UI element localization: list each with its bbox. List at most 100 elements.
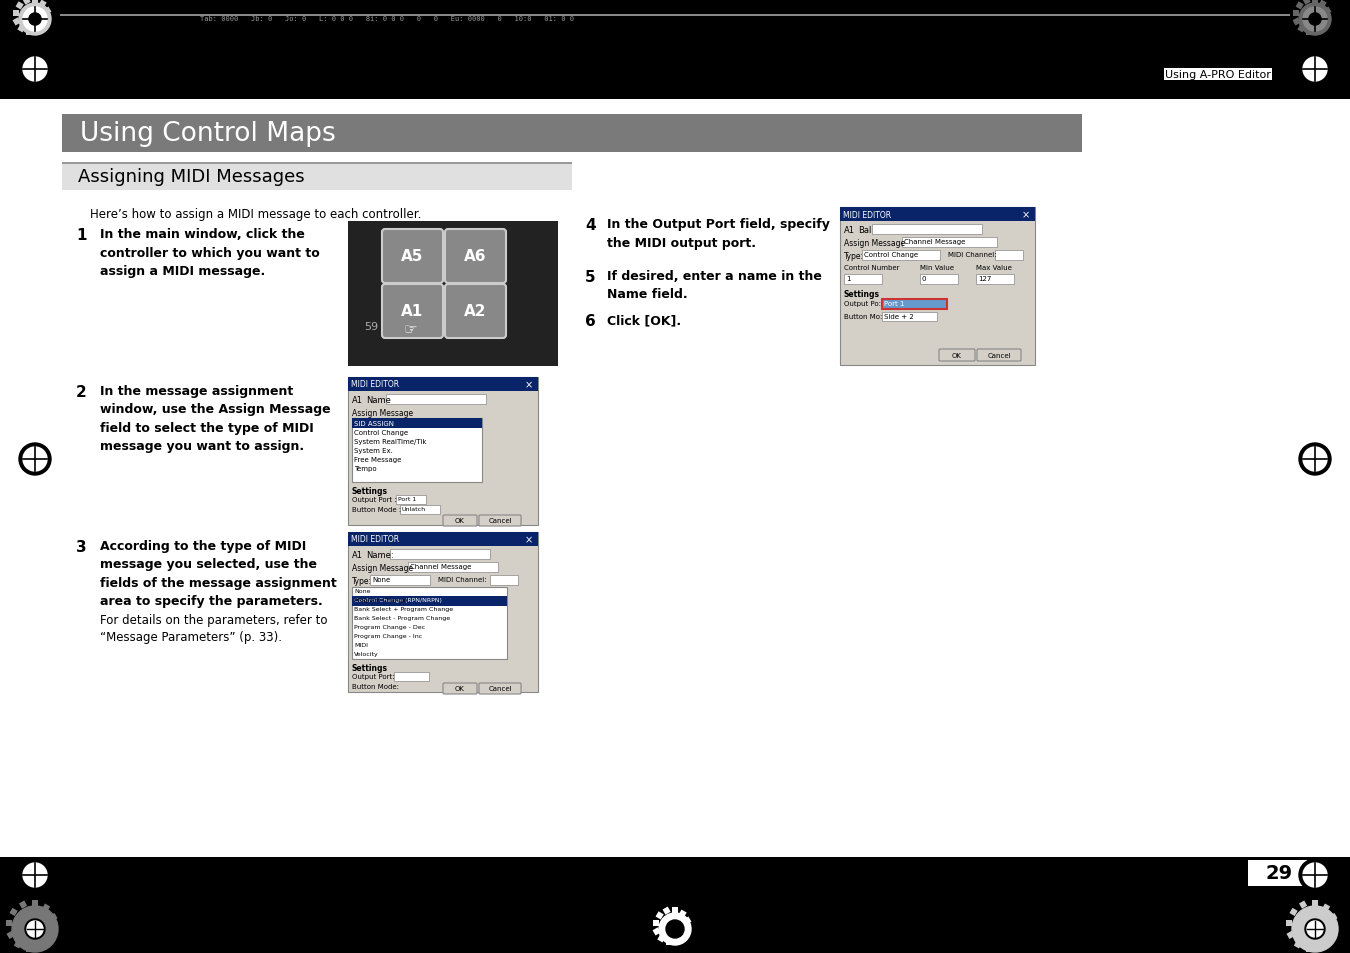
Text: Channel Message: Channel Message xyxy=(410,563,471,569)
Text: Control Number: Control Number xyxy=(844,265,899,271)
Bar xyxy=(652,927,660,936)
Text: ×: × xyxy=(525,535,533,544)
Bar xyxy=(348,533,539,692)
Circle shape xyxy=(23,58,47,82)
Circle shape xyxy=(1310,14,1322,26)
Bar xyxy=(976,274,1014,285)
Bar xyxy=(370,576,431,585)
Text: Max Value: Max Value xyxy=(976,265,1012,271)
Bar xyxy=(0,857,1350,953)
Circle shape xyxy=(23,8,47,32)
Circle shape xyxy=(1295,0,1336,41)
Text: A1: A1 xyxy=(401,304,424,319)
Bar xyxy=(400,505,440,515)
Bar xyxy=(840,208,1035,366)
Bar xyxy=(1296,2,1304,10)
Circle shape xyxy=(19,859,51,891)
Text: A1: A1 xyxy=(352,551,363,559)
Circle shape xyxy=(23,448,47,472)
Circle shape xyxy=(1307,921,1324,938)
Text: In the Output Port field, specify
the MIDI output port.: In the Output Port field, specify the MI… xyxy=(608,218,830,250)
Text: MIDI EDITOR: MIDI EDITOR xyxy=(351,380,400,389)
Text: Type:: Type: xyxy=(352,577,373,585)
Bar xyxy=(36,943,45,951)
Text: According to the type of MIDI
message you selected, use the
fields of the messag: According to the type of MIDI message yo… xyxy=(100,539,336,608)
Text: System RealTime/Tik: System RealTime/Tik xyxy=(354,438,427,444)
Bar xyxy=(1297,25,1305,33)
Text: In the main window, click the
controller to which you want to
assign a MIDI mess: In the main window, click the controller… xyxy=(100,228,320,277)
Text: Velocity: Velocity xyxy=(354,651,379,657)
Text: Click [OK].: Click [OK]. xyxy=(608,314,682,327)
Circle shape xyxy=(1299,859,1331,891)
Bar xyxy=(1292,18,1301,27)
Text: 2: 2 xyxy=(76,385,86,399)
Bar xyxy=(1316,943,1324,951)
Text: Tab: 0000   Jb: 0   Jo: 0   L: 0 0 0   8i: 0 0 0   0   0   Eu: 0000   0   10:0  : Tab: 0000 Jb: 0 Jo: 0 L: 0 0 0 8i: 0 0 0… xyxy=(200,16,574,22)
Bar xyxy=(352,418,482,482)
Bar xyxy=(42,903,50,912)
Bar xyxy=(882,299,946,310)
Circle shape xyxy=(12,906,58,952)
Text: Using A-PRO Editor: Using A-PRO Editor xyxy=(1165,70,1270,80)
Bar xyxy=(1314,29,1322,36)
Text: Channel Message: Channel Message xyxy=(904,239,965,245)
Bar xyxy=(0,0,1350,100)
Bar xyxy=(882,299,946,310)
Bar xyxy=(46,936,54,944)
Bar xyxy=(663,906,671,915)
Bar xyxy=(352,587,508,659)
FancyBboxPatch shape xyxy=(443,516,477,526)
Text: Settings: Settings xyxy=(844,290,880,298)
Circle shape xyxy=(1292,906,1338,952)
Circle shape xyxy=(14,0,55,41)
Circle shape xyxy=(26,921,43,938)
Bar xyxy=(1287,920,1292,926)
Circle shape xyxy=(666,920,684,938)
Text: Here’s how to assign a MIDI message to each controller.: Here’s how to assign a MIDI message to e… xyxy=(90,208,421,221)
Text: Name: Name xyxy=(366,395,392,405)
Text: Port 1: Port 1 xyxy=(398,497,416,502)
Bar xyxy=(1293,11,1299,17)
Circle shape xyxy=(1307,921,1323,937)
Bar xyxy=(386,395,486,405)
Bar xyxy=(1299,901,1307,909)
Bar xyxy=(23,0,31,6)
Bar xyxy=(352,597,508,606)
Text: Output Port:: Output Port: xyxy=(352,673,394,679)
Bar xyxy=(396,496,427,504)
Text: OK: OK xyxy=(455,685,464,691)
Text: Button Mode :: Button Mode : xyxy=(352,506,401,513)
Text: Bank Select - Program Change: Bank Select - Program Change xyxy=(354,616,450,620)
Bar xyxy=(840,208,1035,222)
Text: Control Change: Control Change xyxy=(354,430,408,436)
Bar xyxy=(348,377,539,392)
FancyBboxPatch shape xyxy=(443,683,477,695)
Text: If desired, enter a name in the
Name field.: If desired, enter a name in the Name fie… xyxy=(608,270,822,301)
Bar xyxy=(863,251,940,261)
Text: 4: 4 xyxy=(585,218,595,233)
Bar xyxy=(348,222,558,367)
Circle shape xyxy=(20,5,50,35)
Bar xyxy=(7,931,15,939)
Circle shape xyxy=(19,443,51,476)
Text: Program Change - Inc: Program Change - Inc xyxy=(354,634,423,639)
Text: OK: OK xyxy=(952,353,963,358)
Text: Program Change: Program Change xyxy=(354,598,406,602)
Bar xyxy=(14,941,22,948)
Bar xyxy=(680,933,688,941)
Circle shape xyxy=(1305,919,1324,939)
Bar xyxy=(50,913,58,922)
Circle shape xyxy=(653,908,697,950)
Circle shape xyxy=(1303,58,1327,82)
Bar xyxy=(844,274,882,285)
FancyBboxPatch shape xyxy=(382,285,443,338)
Circle shape xyxy=(1303,8,1327,32)
Bar xyxy=(1312,0,1318,4)
FancyBboxPatch shape xyxy=(940,350,975,361)
Text: Control Change: Control Change xyxy=(864,252,918,257)
Text: Assign Message: Assign Message xyxy=(352,409,413,417)
Bar xyxy=(5,920,12,926)
Circle shape xyxy=(1303,448,1327,472)
Text: Button Mode:: Button Mode: xyxy=(352,683,400,689)
Text: 1: 1 xyxy=(846,275,850,282)
